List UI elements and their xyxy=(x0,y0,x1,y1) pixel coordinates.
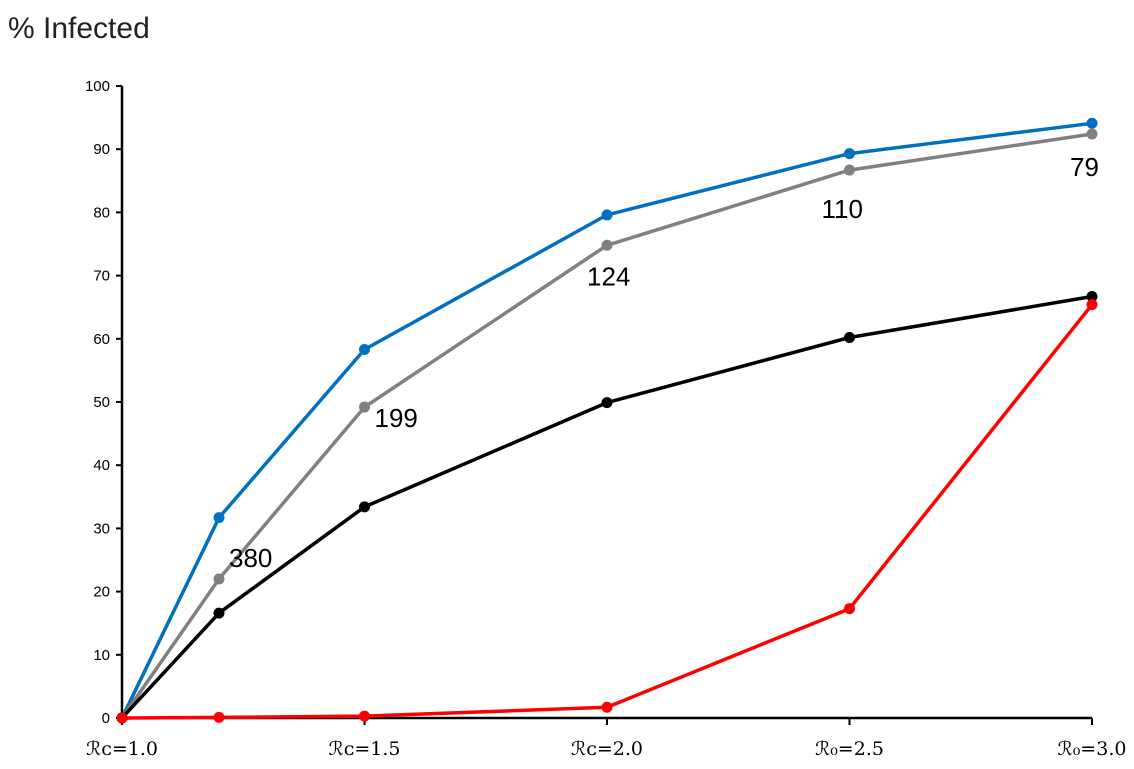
data-point xyxy=(1086,128,1098,140)
x-tick-label: ℛᴄ=1.5 xyxy=(329,738,401,760)
series-line xyxy=(120,121,1093,719)
series-line xyxy=(120,294,1093,720)
data-point xyxy=(844,164,855,176)
x-tick-label: ℛᴄ=2.0 xyxy=(571,738,643,760)
y-tick-label: 60 xyxy=(93,331,110,348)
y-tick-label: 0 xyxy=(102,710,110,727)
data-point xyxy=(359,344,370,356)
chart-title: % Infected xyxy=(8,12,150,45)
data-point xyxy=(213,512,225,524)
data-point xyxy=(213,607,225,619)
x-tick-label: ℛ₀=2.5 xyxy=(815,738,884,760)
data-point xyxy=(359,710,370,722)
data-point xyxy=(1086,299,1098,311)
annotation-label: 110 xyxy=(822,194,863,224)
data-point xyxy=(213,573,225,585)
series-line xyxy=(120,132,1093,720)
series-layer xyxy=(116,117,1098,724)
data-point xyxy=(844,332,855,344)
data-point xyxy=(359,401,370,413)
data-point xyxy=(601,209,613,221)
annotation-label: 199 xyxy=(375,403,418,433)
data-point xyxy=(601,701,613,713)
annotation-layer: 380 199 124 110 79 xyxy=(229,152,1099,573)
y-tick-label: 80 xyxy=(93,204,110,221)
annotation-label: 79 xyxy=(1070,152,1099,182)
y-tick-label: 40 xyxy=(93,457,110,474)
y-tick-label: 50 xyxy=(93,394,110,411)
y-axis-ticks: 0 10 20 30 40 50 60 70 80 90 100 xyxy=(85,78,122,727)
series-line xyxy=(121,303,1094,720)
y-tick-label: 30 xyxy=(93,520,110,537)
y-tick-label: 70 xyxy=(93,268,110,285)
data-point xyxy=(116,712,128,724)
data-point xyxy=(844,148,855,160)
data-point xyxy=(601,397,613,409)
data-point xyxy=(1086,117,1098,129)
data-point xyxy=(1086,290,1098,302)
data-point xyxy=(359,501,370,513)
y-tick-label: 20 xyxy=(93,584,110,601)
annotation-label: 124 xyxy=(587,261,630,291)
y-tick-label: 100 xyxy=(85,78,110,95)
data-point xyxy=(844,603,855,615)
x-tick-label: ℛ₀=3.0 xyxy=(1058,738,1127,760)
y-tick-label: 10 xyxy=(93,647,110,664)
data-point xyxy=(213,711,225,723)
y-tick-label: 90 xyxy=(93,141,110,158)
annotation-label: 380 xyxy=(229,543,272,573)
data-point xyxy=(601,239,613,251)
x-tick-label: ℛᴄ=1.0 xyxy=(86,738,158,760)
x-axis-ticks: ℛᴄ=1.0 ℛᴄ=1.5 ℛᴄ=2.0 ℛ₀=2.5 ℛ₀=3.0 xyxy=(86,718,1126,760)
